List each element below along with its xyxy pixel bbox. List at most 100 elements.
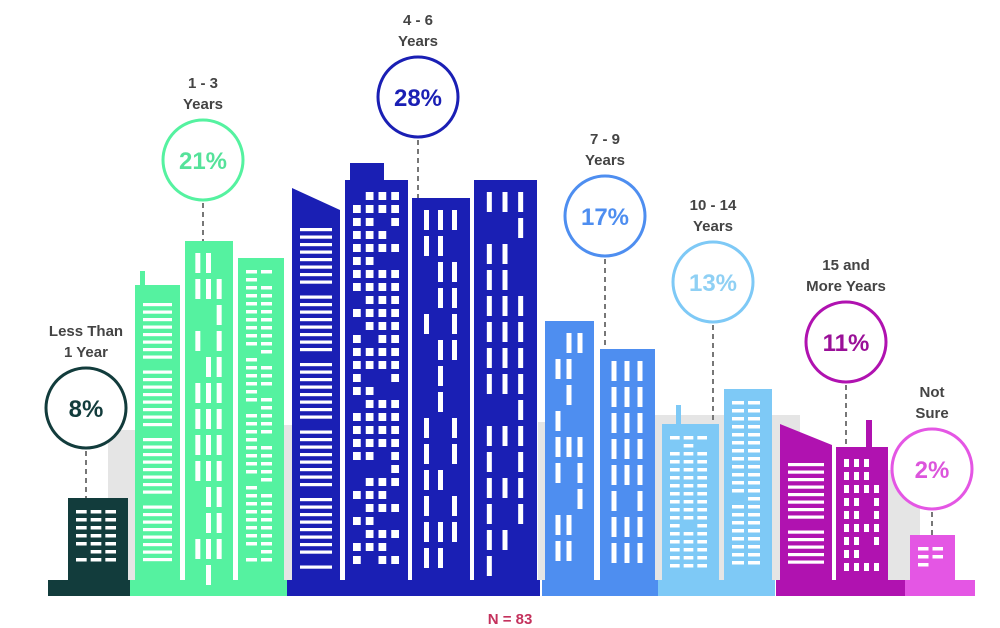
window <box>206 409 211 429</box>
window <box>624 543 630 563</box>
window <box>143 333 172 337</box>
window <box>748 433 760 437</box>
window <box>854 472 859 480</box>
window <box>502 322 508 342</box>
window <box>246 294 257 298</box>
window <box>697 556 707 560</box>
window <box>683 492 694 496</box>
window <box>391 335 399 343</box>
value-circle <box>804 300 888 384</box>
window <box>365 270 374 278</box>
window <box>732 481 744 485</box>
window <box>90 518 102 522</box>
window <box>195 461 201 481</box>
window <box>143 505 172 509</box>
window <box>143 393 172 397</box>
window <box>105 510 116 514</box>
window <box>566 541 572 561</box>
window <box>143 550 172 554</box>
window <box>670 516 680 520</box>
window <box>90 542 102 546</box>
window <box>143 385 172 389</box>
window <box>246 430 257 434</box>
window <box>378 309 387 317</box>
window <box>261 302 272 306</box>
window <box>300 415 332 419</box>
window <box>486 556 492 576</box>
window <box>486 426 492 446</box>
window <box>105 526 116 530</box>
category-group <box>542 321 658 596</box>
background-building <box>282 425 294 580</box>
window <box>261 326 272 330</box>
window <box>502 348 508 368</box>
window <box>788 463 824 467</box>
window <box>518 348 524 368</box>
window <box>353 374 361 382</box>
window <box>195 435 201 455</box>
window <box>438 262 443 282</box>
window <box>261 454 272 458</box>
window <box>438 392 443 412</box>
window <box>206 487 211 507</box>
window <box>732 545 744 549</box>
window <box>683 444 694 448</box>
window <box>697 468 707 472</box>
window <box>670 532 680 536</box>
window <box>577 437 583 457</box>
window <box>697 452 707 456</box>
window <box>195 539 201 559</box>
window <box>452 418 457 438</box>
window <box>143 370 172 374</box>
window <box>566 385 572 405</box>
window <box>365 283 374 291</box>
window <box>143 513 172 517</box>
window <box>143 355 172 359</box>
window <box>391 452 399 460</box>
background-building <box>538 422 548 580</box>
window <box>76 518 87 522</box>
window <box>216 513 222 533</box>
value-label: 8% <box>69 396 104 423</box>
window <box>246 326 257 330</box>
window <box>486 374 492 394</box>
window <box>365 361 374 369</box>
window <box>611 543 617 563</box>
window <box>300 228 332 232</box>
window <box>624 517 630 537</box>
window <box>611 465 617 485</box>
window <box>452 496 457 516</box>
category-label: More Years <box>806 278 886 295</box>
window <box>732 401 744 405</box>
window <box>261 366 272 370</box>
window <box>611 439 617 459</box>
window <box>391 309 399 317</box>
window <box>216 383 222 403</box>
window <box>143 490 172 494</box>
window <box>216 539 222 559</box>
window <box>748 449 760 453</box>
window <box>261 270 272 274</box>
window <box>300 453 332 457</box>
window <box>105 542 116 546</box>
window <box>300 505 332 509</box>
category-group <box>658 389 775 596</box>
window <box>748 513 760 517</box>
window <box>261 478 272 482</box>
window <box>246 446 257 450</box>
window <box>90 550 102 554</box>
window <box>105 558 116 562</box>
window <box>486 504 492 524</box>
window <box>854 537 859 545</box>
window <box>300 318 332 322</box>
window <box>391 478 399 486</box>
window <box>683 564 694 568</box>
window <box>300 258 332 262</box>
window <box>683 548 694 552</box>
window <box>577 463 583 483</box>
window <box>76 510 87 514</box>
window <box>365 452 374 460</box>
window <box>438 366 443 386</box>
window <box>206 565 211 585</box>
window <box>874 563 879 571</box>
